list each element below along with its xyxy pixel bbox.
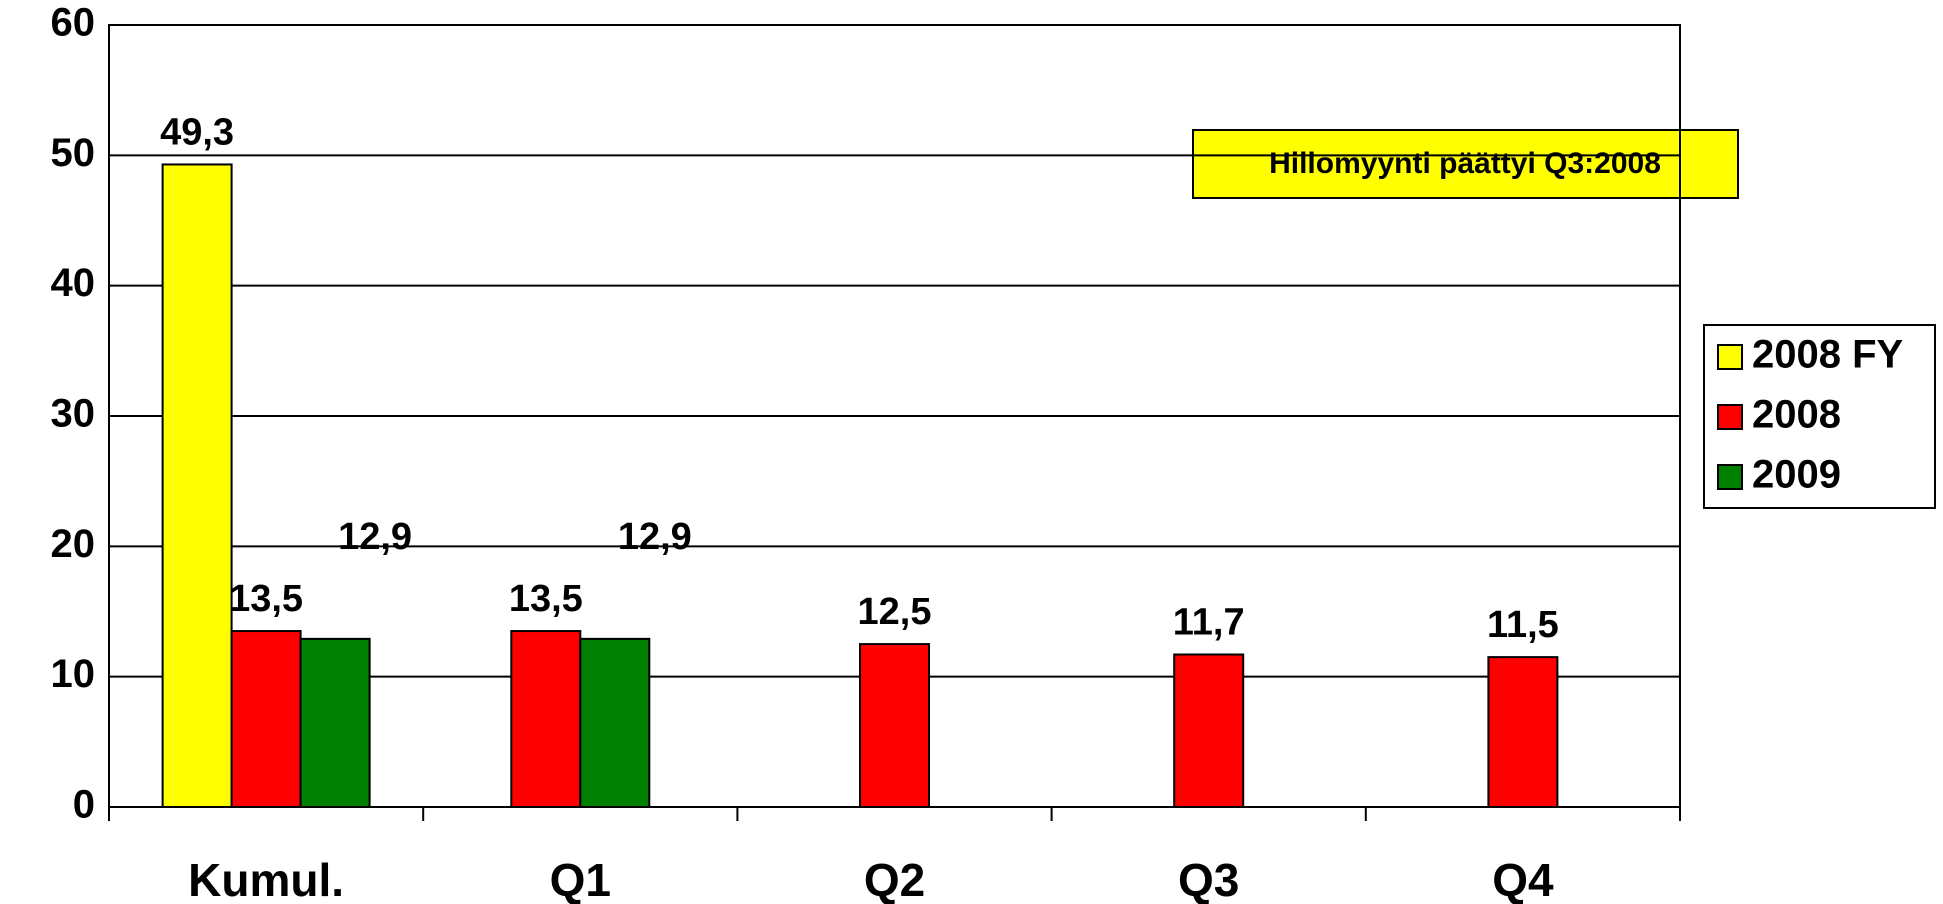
- value-label: 12,9: [338, 516, 412, 558]
- bar: [230, 630, 302, 808]
- legend-label: 2009: [1752, 453, 1841, 497]
- legend-swatch: [1717, 344, 1743, 370]
- x-tick-label: Q4: [1492, 854, 1554, 904]
- value-label: 13,5: [509, 578, 583, 620]
- y-tick-label: 30: [51, 392, 96, 436]
- value-label: 11,5: [1487, 604, 1559, 646]
- y-tick-label: 60: [51, 1, 96, 45]
- x-tick-label: Q1: [550, 854, 611, 904]
- legend-swatch: [1717, 464, 1743, 490]
- legend-label: 2008 FY: [1752, 333, 1904, 377]
- bar: [510, 630, 582, 808]
- bar: [1487, 656, 1559, 808]
- value-label: 11,7: [1173, 602, 1245, 644]
- y-tick-label: 0: [73, 783, 95, 827]
- value-label: 12,9: [618, 516, 692, 558]
- bar: [579, 637, 651, 808]
- x-tick-label: Q3: [1178, 854, 1239, 904]
- y-tick-label: 50: [51, 131, 96, 175]
- value-label: 12,5: [858, 591, 932, 633]
- x-tick-label: Q2: [864, 854, 925, 904]
- value-label: 49,3: [160, 111, 234, 153]
- bar: [161, 163, 233, 808]
- annotation-box: [1192, 129, 1739, 199]
- bar: [859, 643, 930, 808]
- legend-swatch: [1717, 404, 1743, 430]
- y-tick-label: 20: [51, 522, 96, 566]
- bar: [299, 637, 371, 808]
- y-tick-label: 40: [51, 261, 96, 305]
- legend-label: 2008: [1752, 393, 1841, 437]
- bar: [1173, 653, 1245, 809]
- x-tick-label: Kumul.: [188, 854, 344, 904]
- y-tick-label: 10: [51, 652, 96, 696]
- annotation: Hillomyynti päättyi Q3:2008: [1269, 147, 1661, 180]
- value-label: 13,5: [229, 578, 303, 620]
